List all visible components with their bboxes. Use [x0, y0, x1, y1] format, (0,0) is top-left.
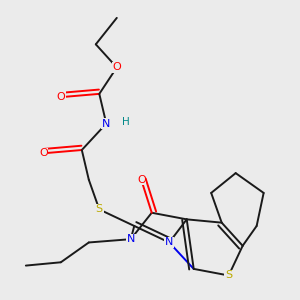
- Text: O: O: [56, 92, 65, 102]
- Text: O: O: [112, 62, 121, 72]
- Text: S: S: [225, 271, 232, 281]
- Text: S: S: [96, 204, 103, 214]
- Text: N: N: [165, 238, 173, 248]
- Text: N: N: [127, 234, 135, 244]
- Text: O: O: [137, 175, 146, 185]
- Text: N: N: [102, 118, 110, 129]
- Text: H: H: [122, 117, 129, 127]
- Text: O: O: [39, 148, 48, 158]
